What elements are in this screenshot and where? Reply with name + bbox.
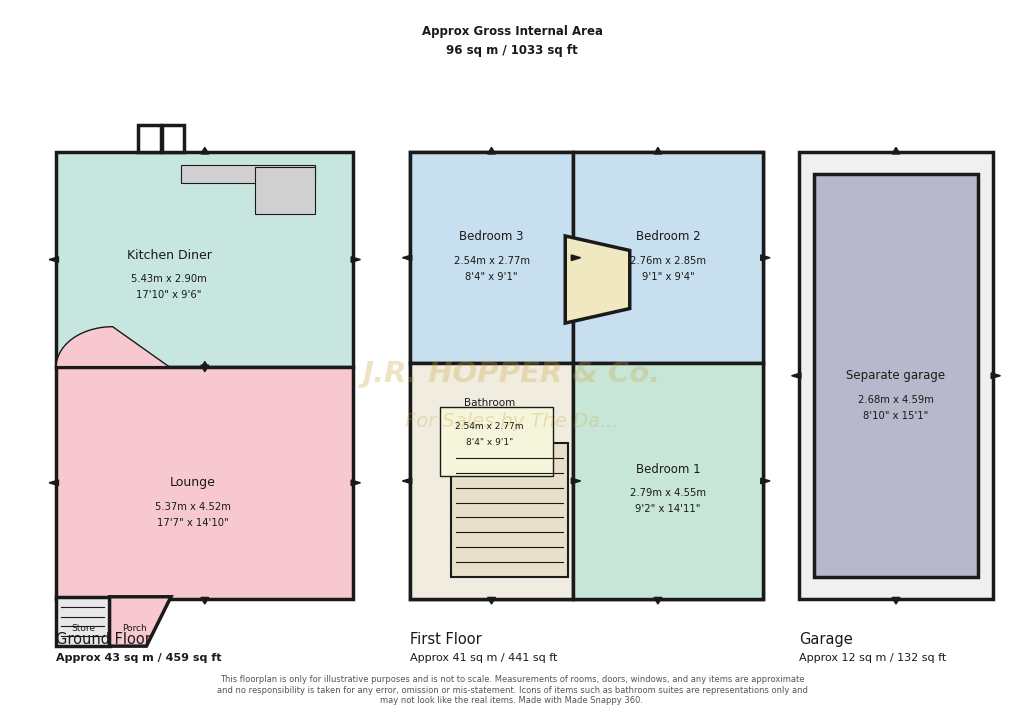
Polygon shape (201, 365, 209, 372)
Polygon shape (402, 255, 412, 261)
Polygon shape (138, 125, 161, 152)
Polygon shape (991, 373, 1000, 378)
Text: First Floor: First Floor (410, 632, 481, 647)
Bar (573, 363, 763, 599)
Bar (410, 363, 573, 599)
Polygon shape (201, 362, 209, 368)
Polygon shape (654, 147, 662, 154)
Text: Store: Store (71, 624, 95, 633)
Polygon shape (162, 125, 184, 152)
Polygon shape (351, 480, 360, 486)
Polygon shape (571, 255, 581, 261)
Text: Approx Gross Internal Area: Approx Gross Internal Area (422, 25, 602, 38)
Polygon shape (892, 147, 900, 154)
Polygon shape (49, 257, 58, 262)
Bar (56, 367, 353, 599)
Polygon shape (402, 478, 412, 484)
Text: 2.79m x 4.55m: 2.79m x 4.55m (630, 488, 707, 498)
Text: 2.54m x 2.77m: 2.54m x 2.77m (456, 423, 523, 431)
Text: Porch: Porch (122, 624, 146, 633)
Bar (440, 407, 553, 476)
Text: Bedroom 3: Bedroom 3 (460, 230, 523, 243)
Text: Bedroom 1: Bedroom 1 (636, 462, 700, 476)
Text: Ground Floor: Ground Floor (56, 632, 152, 647)
Polygon shape (571, 478, 581, 484)
Text: 8'10" x 15'1": 8'10" x 15'1" (863, 411, 929, 420)
Polygon shape (110, 597, 171, 646)
Text: 17'7" x 14'10": 17'7" x 14'10" (157, 518, 228, 528)
Text: Approx 43 sq m / 459 sq ft: Approx 43 sq m / 459 sq ft (56, 653, 222, 664)
Text: 9'1" x 9'4": 9'1" x 9'4" (642, 272, 694, 282)
Text: Garage: Garage (799, 632, 852, 647)
Polygon shape (487, 147, 496, 154)
Text: This floorplan is only for illustrative purposes and is not to scale. Measuremen: This floorplan is only for illustrative … (216, 675, 808, 705)
Bar (56, 597, 110, 646)
Bar (255, 167, 314, 214)
Polygon shape (487, 597, 496, 604)
Bar (573, 152, 763, 363)
Polygon shape (761, 478, 770, 484)
Text: Bedroom 2: Bedroom 2 (636, 230, 700, 243)
Text: 5.37m x 4.52m: 5.37m x 4.52m (155, 502, 230, 512)
Text: J.R. HOPPER & Co.: J.R. HOPPER & Co. (362, 360, 662, 388)
Text: Bathroom: Bathroom (464, 398, 515, 408)
Polygon shape (201, 147, 209, 154)
Text: Approx 12 sq m / 132 sq ft: Approx 12 sq m / 132 sq ft (799, 653, 946, 664)
Bar (451, 443, 568, 577)
Text: 2.68m x 4.59m: 2.68m x 4.59m (858, 395, 934, 404)
Text: Kitchen Diner: Kitchen Diner (127, 249, 212, 262)
Text: For Sales by The Da...: For Sales by The Da... (406, 412, 618, 431)
Text: Lounge: Lounge (170, 476, 216, 489)
Polygon shape (792, 373, 801, 378)
Bar (410, 152, 573, 363)
Bar (814, 174, 978, 577)
Text: 9'2" x 14'11": 9'2" x 14'11" (636, 504, 700, 514)
Bar (181, 165, 314, 183)
Text: 96 sq m / 1033 sq ft: 96 sq m / 1033 sq ft (446, 44, 578, 57)
Polygon shape (201, 597, 209, 604)
Polygon shape (49, 480, 58, 486)
Text: 17'10" x 9'6": 17'10" x 9'6" (136, 290, 202, 300)
Text: 5.43m x 2.90m: 5.43m x 2.90m (131, 274, 207, 284)
Polygon shape (56, 327, 169, 367)
Polygon shape (565, 236, 630, 323)
Polygon shape (761, 255, 770, 261)
Text: 2.76m x 2.85m: 2.76m x 2.85m (630, 256, 707, 266)
Bar (410, 152, 763, 599)
Bar (799, 152, 993, 599)
Bar (56, 152, 353, 367)
Text: 8'4" x 9'1": 8'4" x 9'1" (466, 439, 513, 447)
Text: Separate garage: Separate garage (847, 370, 945, 382)
Text: 8'4" x 9'1": 8'4" x 9'1" (465, 272, 518, 282)
Polygon shape (654, 597, 662, 604)
Polygon shape (351, 257, 360, 262)
Text: 2.54m x 2.77m: 2.54m x 2.77m (454, 256, 529, 266)
Polygon shape (892, 597, 900, 604)
Text: Approx 41 sq m / 441 sq ft: Approx 41 sq m / 441 sq ft (410, 653, 557, 664)
